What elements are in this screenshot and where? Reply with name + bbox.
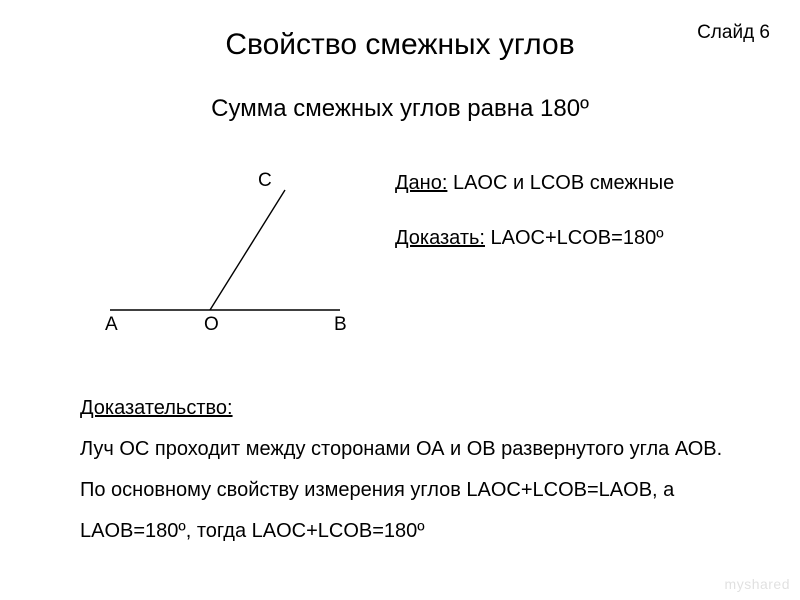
prove-line: Доказать: LAOC+LCOB=180º [395, 225, 775, 252]
given-label: Дано: [395, 172, 447, 194]
label-A: А [105, 314, 118, 335]
angle-diagram: А О В С [90, 150, 350, 340]
label-O: О [204, 314, 219, 335]
proof-line-1: Луч ОС проходит между сторонами ОА и ОВ … [80, 436, 760, 463]
proof-block: Доказательство: Луч ОС проходит между ст… [80, 395, 760, 559]
ray-OC [210, 190, 285, 310]
label-C: С [258, 170, 272, 191]
proof-line-3: LAOB=180º, тогда LAOC+LCOB=180º [80, 518, 760, 545]
slide-title: Свойство смежных углов [0, 28, 800, 62]
prove-text: LAOC+LCOB=180º [485, 227, 664, 249]
proof-heading: Доказательство: [80, 395, 760, 422]
angle-diagram-svg: А О В С [90, 150, 350, 340]
given-prove-block: Дано: LAOC и LCOB смежные Доказать: LAOC… [395, 170, 775, 252]
label-B: В [334, 314, 347, 335]
prove-label: Доказать: [395, 227, 485, 249]
proof-line-2: По основному свойству измерения углов LA… [80, 477, 760, 504]
given-text: LAOC и LCOB смежные [447, 172, 674, 194]
watermark: myshared [725, 576, 790, 592]
slide-root: Слайд 6 Свойство смежных углов Сумма сме… [0, 0, 800, 600]
proof-heading-text: Доказательство: [80, 397, 233, 419]
given-line: Дано: LAOC и LCOB смежные [395, 170, 775, 197]
slide-subtitle: Сумма смежных углов равна 180º [0, 95, 800, 123]
